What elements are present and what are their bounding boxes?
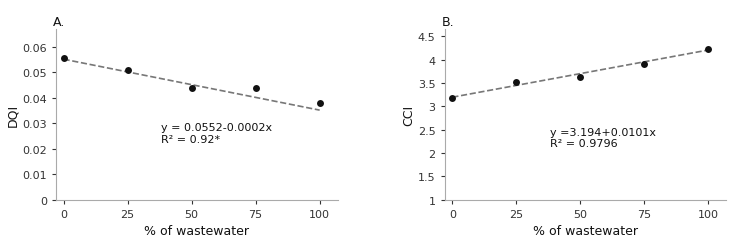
X-axis label: % of wastewater: % of wastewater: [533, 224, 638, 237]
Text: A.: A.: [53, 16, 66, 29]
Point: [446, 97, 458, 101]
Text: y =3.194+0.0101x
R² = 0.9796: y =3.194+0.0101x R² = 0.9796: [550, 127, 656, 149]
Point: [57, 57, 69, 61]
Point: [574, 76, 586, 80]
Point: [703, 48, 714, 52]
Point: [510, 81, 522, 85]
Text: B.: B.: [442, 16, 454, 29]
Point: [638, 62, 650, 66]
Y-axis label: DQI: DQI: [6, 104, 19, 126]
X-axis label: % of wastewater: % of wastewater: [145, 224, 250, 237]
Point: [186, 86, 197, 90]
Point: [314, 102, 326, 105]
Point: [250, 86, 261, 90]
Y-axis label: CCI: CCI: [402, 104, 415, 126]
Text: y = 0.0552-0.0002x
R² = 0.92*: y = 0.0552-0.0002x R² = 0.92*: [161, 123, 272, 144]
Point: [121, 68, 133, 72]
